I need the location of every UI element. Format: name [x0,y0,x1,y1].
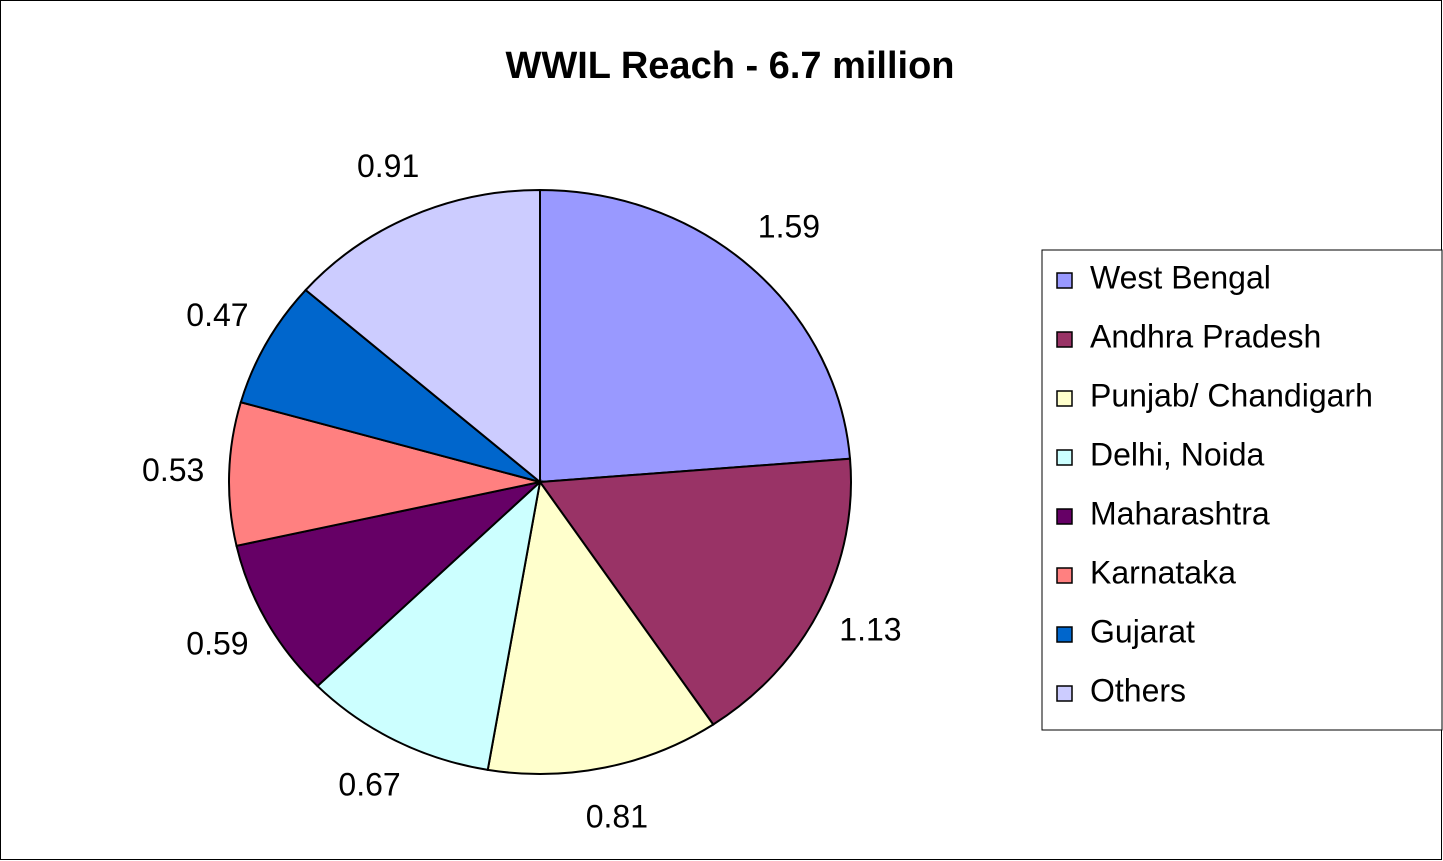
data-label: 1.13 [839,611,901,647]
legend-label: Maharashtra [1090,495,1270,531]
pie-slice [538,457,852,726]
pie-slice [486,479,715,775]
legend-label: Gujarat [1090,613,1195,649]
legend-swatch [1056,508,1073,525]
legend-swatch [1056,567,1073,584]
legend-swatch [1056,331,1073,348]
data-label: 0.53 [142,452,204,488]
legend-box [1041,249,1443,731]
data-label: 0.67 [338,767,400,803]
pie-slice [235,480,544,688]
legend-swatch [1056,626,1073,643]
pie-slice [539,188,852,484]
legend-label: Andhra Pradesh [1090,318,1321,354]
data-label: 0.81 [586,798,648,834]
data-label: 0.59 [186,626,248,662]
data-label: 0.47 [186,297,248,333]
data-label: 0.91 [357,148,419,184]
legend-label: Others [1090,672,1186,708]
legend-label: Delhi, Noida [1090,436,1265,472]
pie-slice [304,188,541,485]
chart-title: WWIL Reach - 6.7 million [505,45,954,87]
legend-swatch [1056,272,1073,289]
data-label: 1.59 [758,208,820,244]
legend-swatch [1056,685,1073,702]
legend-label: Punjab/ Chandigarh [1090,377,1373,413]
pie-slice [239,288,541,483]
legend-swatch [1056,449,1073,466]
legend-label: Karnataka [1090,554,1236,590]
pie-slice [228,401,541,548]
legend-label: West Bengal [1090,259,1271,295]
pie-slice [316,479,542,771]
legend-swatch [1056,390,1073,407]
